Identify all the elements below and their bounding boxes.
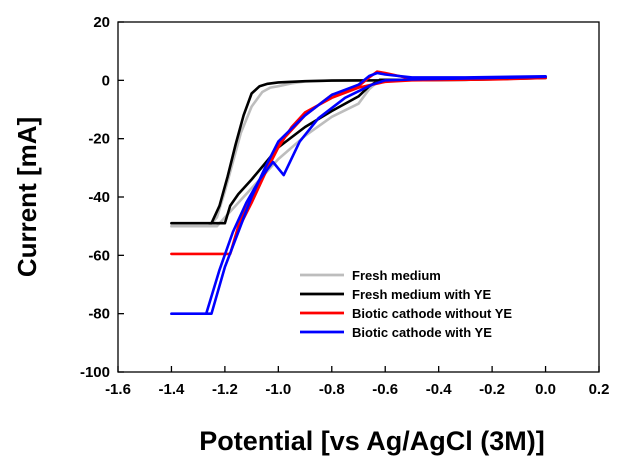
legend-label: Fresh medium with YE bbox=[352, 287, 492, 302]
x-tick-label: 0.0 bbox=[535, 381, 556, 398]
y-tick-label: -20 bbox=[88, 131, 110, 148]
y-axis-ticks: 20 0 -20 -40 -60 -80 -100 bbox=[80, 14, 124, 381]
x-tick-label: -0.6 bbox=[372, 381, 398, 398]
series-line-3 bbox=[170, 70, 547, 256]
x-tick-label: -0.2 bbox=[479, 381, 505, 398]
x-tick-label: -0.4 bbox=[426, 381, 453, 398]
x-tick-label: -1.2 bbox=[212, 381, 238, 398]
series-line-4 bbox=[170, 71, 547, 316]
y-tick-label: 20 bbox=[93, 14, 110, 31]
x-tick-label: -1.6 bbox=[105, 381, 131, 398]
series-group bbox=[170, 70, 547, 316]
y-tick-label: 0 bbox=[102, 72, 110, 89]
y-tick-label: -100 bbox=[80, 364, 110, 381]
series-line-2 bbox=[170, 75, 547, 225]
legend-label: Biotic cathode with YE bbox=[352, 325, 492, 340]
legend-label: Fresh medium bbox=[352, 268, 441, 283]
x-tick-label: 0.2 bbox=[589, 381, 610, 398]
legend: Fresh medium Fresh medium with YE Biotic c… bbox=[300, 268, 512, 340]
x-tick-label: -1.4 bbox=[159, 381, 186, 398]
y-tick-label: -40 bbox=[88, 189, 110, 206]
legend-label: Biotic cathode without YE bbox=[352, 306, 512, 321]
x-tick-label: -1.0 bbox=[265, 381, 291, 398]
y-tick-label: -80 bbox=[88, 306, 110, 323]
x-axis-title: Potential [vs Ag/AgCl (3M)] bbox=[199, 426, 545, 456]
x-tick-label: -0.8 bbox=[319, 381, 345, 398]
y-axis-title: Current [mA] bbox=[12, 117, 42, 277]
x-axis-ticks: -1.6 -1.4 -1.2 -1.0 -0.8 -0.6 -0.4 -0.2 0.0 0.2 bbox=[105, 366, 609, 398]
y-tick-label: -60 bbox=[88, 247, 110, 264]
series-line-1 bbox=[170, 75, 547, 228]
